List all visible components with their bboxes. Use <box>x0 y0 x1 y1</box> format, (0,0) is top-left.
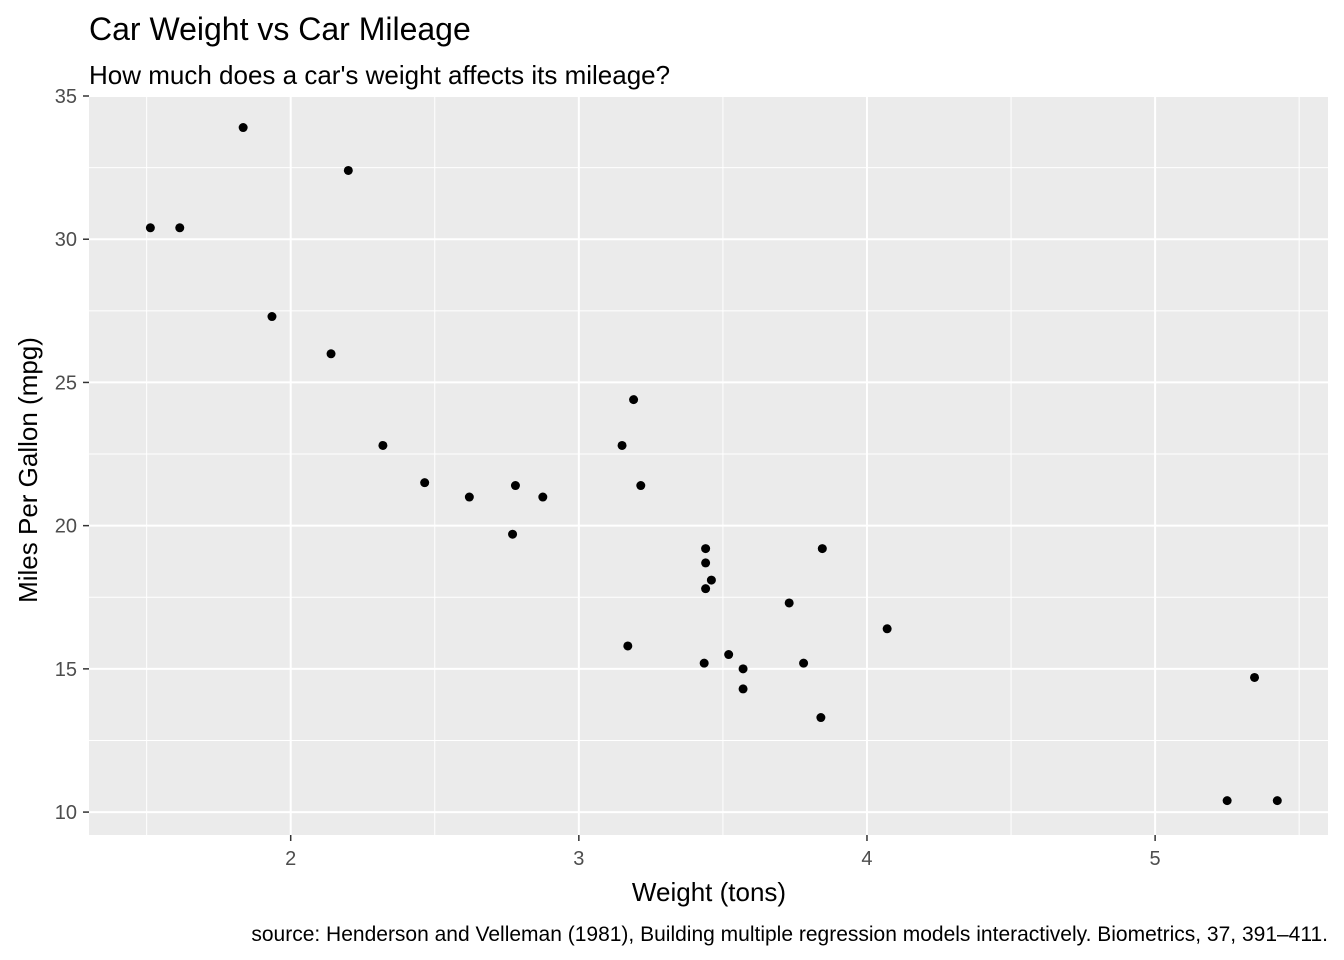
y-tick-label: 10 <box>55 802 77 824</box>
data-point <box>738 664 748 674</box>
data-point <box>738 684 748 694</box>
data-point <box>538 492 548 502</box>
data-point <box>378 440 388 450</box>
plot-panel <box>89 96 1328 835</box>
axis-ticks: 2 3 4 5 10 15 20 25 30 35 <box>55 86 1161 870</box>
data-point <box>636 481 646 491</box>
data-point <box>1222 796 1232 806</box>
data-point <box>701 584 711 594</box>
data-point <box>267 312 277 322</box>
y-tick-label: 25 <box>55 372 77 394</box>
x-tick-label: 5 <box>1150 848 1161 870</box>
data-point <box>699 658 709 668</box>
data-point <box>623 641 633 651</box>
data-point <box>701 544 711 554</box>
y-tick-label: 20 <box>55 516 77 538</box>
y-tick-label: 30 <box>55 229 77 251</box>
data-point <box>882 624 892 634</box>
data-point <box>326 349 336 359</box>
x-axis-title: Weight (tons) <box>632 877 786 907</box>
y-tick-label: 15 <box>55 659 77 681</box>
grid-lines <box>89 95 1328 835</box>
data-point <box>617 440 627 450</box>
data-point <box>420 478 430 488</box>
y-axis-title: Miles Per Gallon (mpg) <box>13 337 43 603</box>
data-point <box>145 223 155 233</box>
x-tick-label: 4 <box>861 848 872 870</box>
data-point <box>816 713 826 723</box>
data-point <box>724 650 734 660</box>
x-tick-label: 2 <box>285 848 296 870</box>
panel-background <box>89 96 1328 835</box>
data-point <box>701 558 711 568</box>
data-point <box>706 575 716 585</box>
data-point <box>464 492 474 502</box>
data-point <box>508 529 518 539</box>
chart-subtitle: How much does a car's weight affects its… <box>89 60 670 90</box>
data-point <box>343 165 353 175</box>
data-point <box>238 123 248 133</box>
data-points <box>145 123 1282 806</box>
data-point <box>1250 672 1260 682</box>
chart-title: Car Weight vs Car Mileage <box>89 11 471 47</box>
data-point <box>510 481 520 491</box>
data-point <box>175 223 185 233</box>
data-point <box>1272 796 1282 806</box>
y-tick-label: 35 <box>55 86 77 108</box>
data-point <box>784 598 794 608</box>
x-tick-label: 3 <box>573 848 584 870</box>
data-point <box>817 544 827 554</box>
data-point <box>629 395 639 405</box>
chart-caption: source: Henderson and Velleman (1981), B… <box>251 923 1328 946</box>
data-point <box>799 658 809 668</box>
